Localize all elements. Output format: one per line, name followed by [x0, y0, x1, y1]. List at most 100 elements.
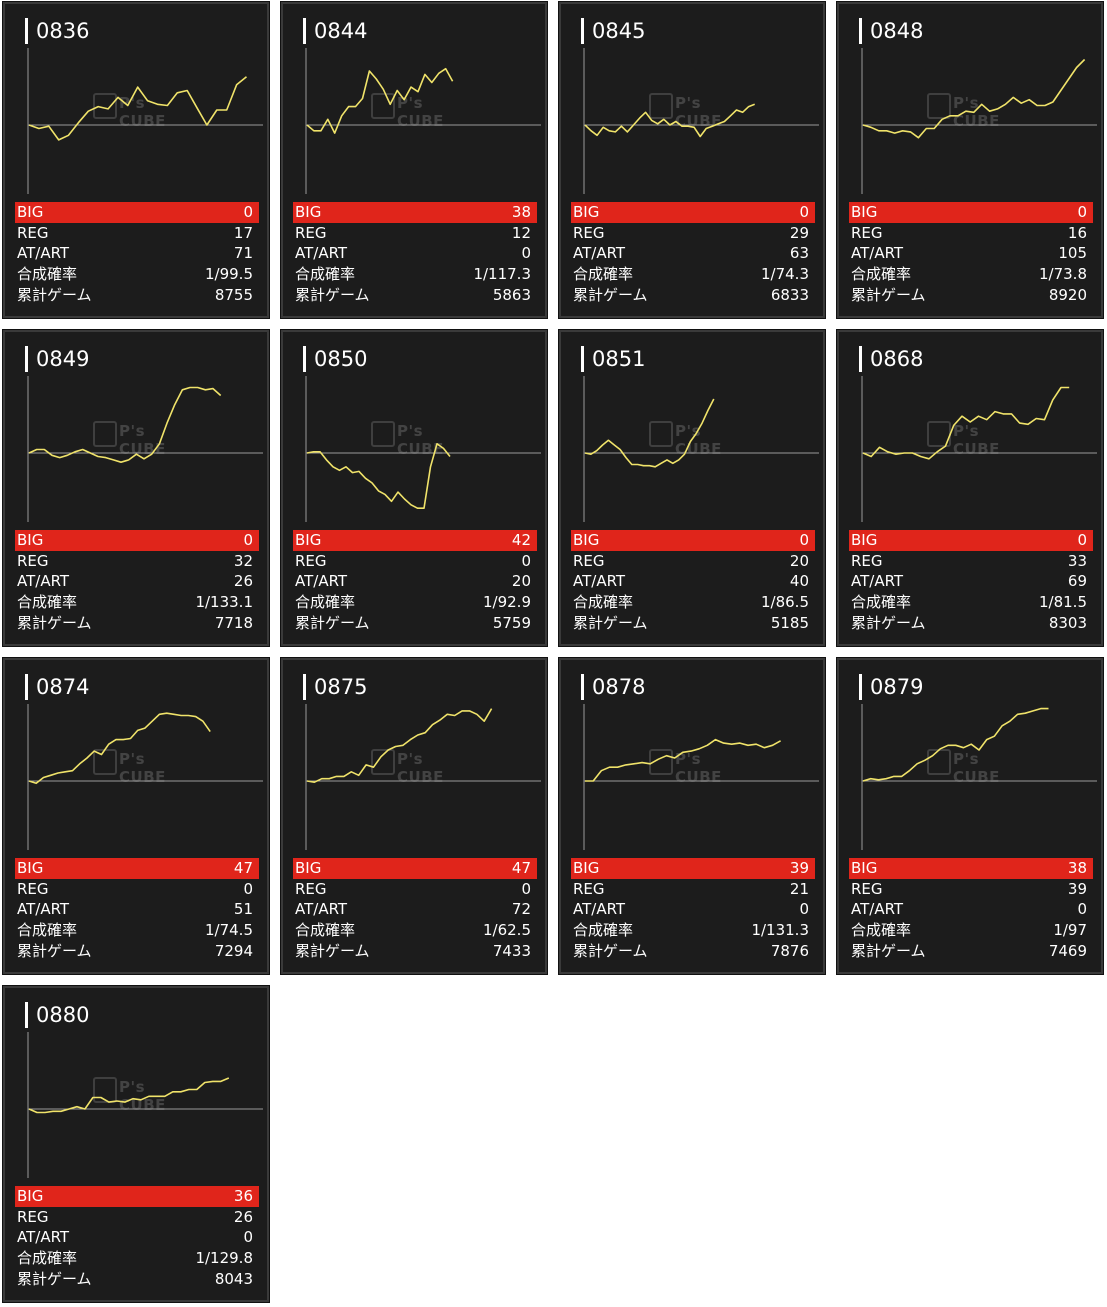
stat-row-rate: 合成確率 1/92.9 — [293, 592, 537, 613]
title-marker — [303, 18, 306, 44]
stat-row-reg: REG 32 — [15, 551, 259, 572]
stat-row-games: 累計ゲーム 7433 — [293, 941, 537, 962]
stat-label-at: AT/ART — [17, 1228, 70, 1247]
stat-label-reg: REG — [17, 879, 49, 898]
stat-value-rate: 1/62.5 — [483, 921, 531, 940]
stat-row-rate: 合成確率 1/74.3 — [571, 264, 815, 285]
slump-graph — [27, 376, 263, 522]
stats-table: BIG 0 REG 32 AT/ART 26 合成確率 1/133.1 累計ゲーム 7718 — [15, 530, 259, 633]
stat-value-reg: 0 — [521, 551, 531, 570]
stat-label-big: BIG — [851, 859, 878, 877]
slump-line — [584, 103, 755, 138]
stat-row-reg: REG 16 — [849, 223, 1093, 244]
slump-graph — [305, 48, 541, 194]
stat-label-reg: REG — [573, 879, 605, 898]
stat-label-big: BIG — [573, 531, 600, 549]
stat-row-games: 累計ゲーム 8043 — [15, 1269, 259, 1290]
stat-label-at: AT/ART — [17, 244, 70, 263]
stat-row-games: 累計ゲーム 7876 — [571, 941, 815, 962]
slump-graph — [27, 1032, 263, 1178]
title-marker — [581, 674, 584, 700]
slump-line — [28, 386, 222, 463]
stat-row-rate: 合成確率 1/133.1 — [15, 592, 259, 613]
stat-label-reg: REG — [17, 223, 49, 242]
slump-line — [28, 712, 211, 785]
title-marker — [859, 674, 862, 700]
stat-value-at: 105 — [1058, 244, 1087, 263]
stat-label-reg: REG — [851, 223, 883, 242]
stat-row-games: 累計ゲーム 7718 — [15, 613, 259, 634]
machine-card: 0845 P's CUBE BIG 0 REG 29 AT/ART 63 合成確率 1/74.3 累… — [558, 1, 826, 319]
stat-label-big: BIG — [17, 531, 44, 549]
stat-value-reg: 21 — [789, 879, 809, 898]
slump-graph — [583, 704, 819, 850]
stat-row-games: 累計ゲーム 8755 — [15, 285, 259, 306]
slump-line — [585, 738, 781, 782]
slump-graph — [861, 48, 1097, 194]
stat-row-at: AT/ART 0 — [849, 899, 1093, 920]
slump-line — [306, 708, 493, 783]
stat-label-games: 累計ゲーム — [17, 613, 92, 632]
stat-value-reg: 0 — [243, 879, 253, 898]
stat-label-games: 累計ゲーム — [851, 941, 926, 960]
stat-row-rate: 合成確率 1/117.3 — [293, 264, 537, 285]
stat-value-reg: 16 — [1067, 223, 1087, 242]
stat-label-games: 累計ゲーム — [295, 613, 370, 632]
stat-value-big: 0 — [243, 531, 253, 549]
stat-value-rate: 1/99.5 — [205, 265, 253, 284]
machine-number: 0880 — [36, 1003, 90, 1027]
stat-value-at: 20 — [511, 572, 531, 591]
stat-row-games: 累計ゲーム 8303 — [849, 613, 1093, 634]
stat-value-big: 0 — [799, 531, 809, 549]
title-marker — [25, 1002, 28, 1028]
stats-table: BIG 0 REG 16 AT/ART 105 合成確率 1/73.8 累計ゲーム 8920 — [849, 202, 1093, 305]
slump-graph — [861, 704, 1097, 850]
stat-label-rate: 合成確率 — [573, 921, 634, 940]
machine-card: 0848 P's CUBE BIG 0 REG 16 AT/ART 105 合成確率 1/73.8… — [836, 1, 1104, 319]
stat-value-rate: 1/81.5 — [1039, 593, 1087, 612]
stat-value-games: 8920 — [1048, 285, 1087, 304]
stat-row-at: AT/ART 63 — [571, 243, 815, 264]
machine-number: 0850 — [314, 347, 368, 371]
stat-label-big: BIG — [17, 1187, 44, 1205]
title-marker — [859, 346, 862, 372]
stat-label-games: 累計ゲーム — [573, 613, 648, 632]
stat-value-big: 47 — [233, 859, 253, 877]
stat-label-big: BIG — [573, 859, 600, 877]
slump-line — [862, 386, 1070, 460]
machine-card: 0875 P's CUBE BIG 47 REG 0 AT/ART 72 合成確率 1/62.5 累… — [280, 657, 548, 975]
stat-row-at: AT/ART 26 — [15, 571, 259, 592]
stat-label-rate: 合成確率 — [17, 593, 78, 612]
stat-label-reg: REG — [851, 551, 883, 570]
slump-graph — [583, 376, 819, 522]
stat-value-rate: 1/131.3 — [751, 921, 809, 940]
stat-row-games: 累計ゲーム 8920 — [849, 285, 1093, 306]
stat-value-reg: 39 — [1067, 879, 1087, 898]
stat-value-at: 69 — [1067, 572, 1087, 591]
stat-value-at: 0 — [799, 900, 809, 919]
stat-label-at: AT/ART — [295, 244, 348, 263]
stat-value-at: 0 — [243, 1228, 253, 1247]
machine-card: 0849 P's CUBE BIG 0 REG 32 AT/ART 26 合成確率 1/133.1… — [2, 329, 270, 647]
stat-row-reg: REG 21 — [571, 879, 815, 900]
title-marker — [25, 18, 28, 44]
stats-table: BIG 0 REG 33 AT/ART 69 合成確率 1/81.5 累計ゲーム 8303 — [849, 530, 1093, 633]
machine-number: 0875 — [314, 675, 368, 699]
stat-value-big: 38 — [1067, 859, 1087, 877]
stat-value-big: 0 — [243, 203, 253, 221]
stat-row-big: BIG 0 — [849, 202, 1093, 223]
stat-row-rate: 合成確率 1/99.5 — [15, 264, 259, 285]
stat-value-rate: 1/117.3 — [473, 265, 531, 284]
stat-row-big: BIG 0 — [15, 530, 259, 551]
stat-value-reg: 29 — [789, 223, 809, 242]
stat-row-rate: 合成確率 1/129.8 — [15, 1248, 259, 1269]
stat-row-big: BIG 42 — [293, 530, 537, 551]
slump-graph — [305, 704, 541, 850]
stats-table: BIG 0 REG 20 AT/ART 40 合成確率 1/86.5 累計ゲーム 5185 — [571, 530, 815, 633]
machine-card: 0874 P's CUBE BIG 47 REG 0 AT/ART 51 合成確率 1/74.5 累… — [2, 657, 270, 975]
slump-graph — [27, 704, 263, 850]
cube-icon — [649, 93, 673, 119]
stat-label-rate: 合成確率 — [295, 265, 356, 284]
stat-label-rate: 合成確率 — [851, 593, 912, 612]
slump-graph — [861, 376, 1097, 522]
